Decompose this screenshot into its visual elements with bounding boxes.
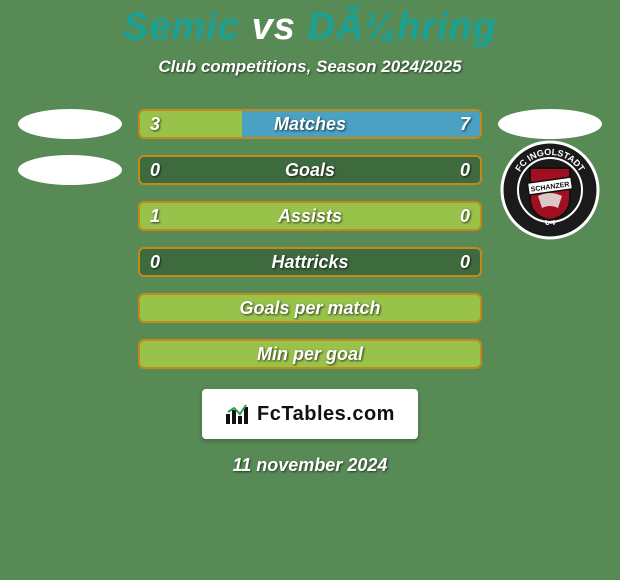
player1-name: Semic (123, 6, 240, 48)
stat-row: Min per goal (0, 339, 620, 369)
stat-bar: Min per goal (138, 339, 482, 369)
right-club-badge-slot: FC INGOLSTADT 04 SCHANZER (498, 155, 602, 185)
stat-row: Goals0 0 FC INGOLSTADT 04 SCHANZER (0, 155, 620, 185)
stat-bar: Goals per match (138, 293, 482, 323)
footer-logo-text: FcTables.com (257, 403, 395, 426)
icon-bar (238, 416, 242, 424)
stat-row: Goals per match (0, 293, 620, 323)
stat-bar: Matches3 7 (138, 109, 482, 139)
stat-row: Hattricks0 0 (0, 247, 620, 277)
stat-label: Matches (140, 111, 480, 137)
stat-value-left: 1 (150, 203, 160, 229)
stat-bar: Assists1 0 (138, 201, 482, 231)
icon-line (228, 405, 246, 414)
stat-label: Assists (140, 203, 480, 229)
stat-row: Matches3 7 (0, 109, 620, 139)
chart-icon (225, 404, 251, 424)
icon-bar (244, 407, 248, 424)
icon-bar (232, 410, 236, 424)
stat-value-right: 0 (460, 249, 470, 275)
comparison-infographic: Semic vs DÃ¼hring Club competitions, Sea… (0, 0, 620, 580)
left-club-ellipse (18, 109, 122, 139)
stat-value-right: 0 (460, 203, 470, 229)
stat-bar: Hattricks0 0 (138, 247, 482, 277)
stat-value-right: 7 (460, 111, 470, 137)
right-club-ellipse (498, 109, 602, 139)
stats-rows: Matches37Goals00 FC INGOLSTADT 04 SCHANZ… (0, 109, 620, 369)
stat-label: Goals per match (140, 295, 480, 321)
page-title: Semic vs DÃ¼hring (123, 6, 497, 49)
stat-value-left: 0 (150, 157, 160, 183)
icon-bar (226, 414, 230, 424)
stat-label: Min per goal (140, 341, 480, 367)
stat-bar: Goals0 0 (138, 155, 482, 185)
stat-value-left: 0 (150, 249, 160, 275)
stat-label: Hattricks (140, 249, 480, 275)
vs-label: vs (252, 6, 296, 48)
fctables-logo: FcTables.com (202, 389, 418, 439)
date-label: 11 november 2024 (233, 455, 388, 476)
stat-value-left: 3 (150, 111, 160, 137)
player2-name: DÃ¼hring (307, 6, 497, 48)
left-club-ellipse (18, 155, 122, 185)
stat-value-right: 0 (460, 157, 470, 183)
stat-label: Goals (140, 157, 480, 183)
subtitle: Club competitions, Season 2024/2025 (158, 57, 461, 77)
club-badge: FC INGOLSTADT 04 SCHANZER (500, 140, 600, 240)
